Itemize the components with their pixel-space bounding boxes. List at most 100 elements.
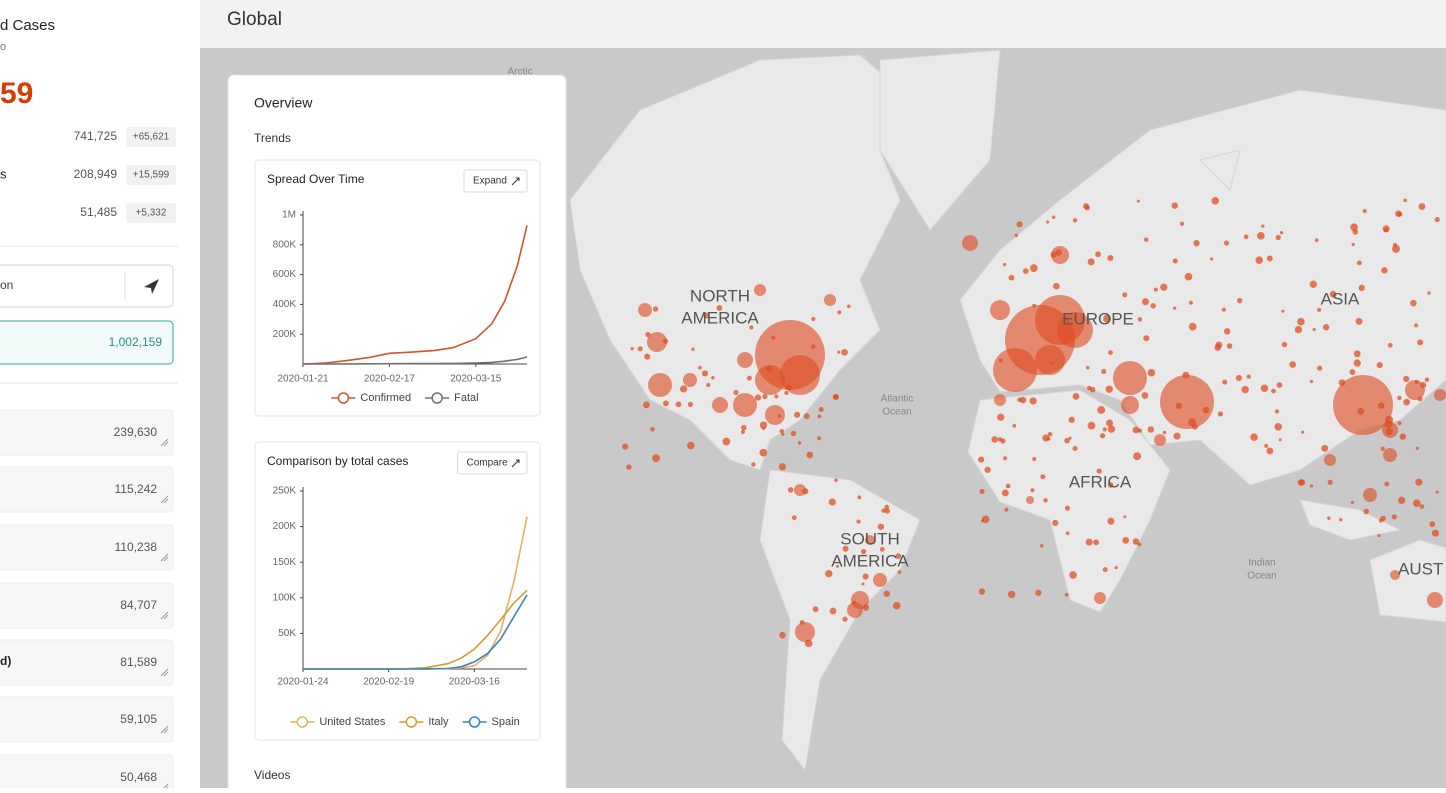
map-dot bbox=[1312, 327, 1316, 332]
map-bubble bbox=[1427, 592, 1443, 608]
map-bubble bbox=[648, 373, 672, 397]
map-dot bbox=[984, 466, 991, 473]
map-dot bbox=[794, 411, 801, 418]
map-dot bbox=[1429, 521, 1436, 528]
chart-button[interactable] bbox=[463, 169, 528, 193]
map-dot bbox=[1236, 297, 1243, 304]
sidebar-total: 59 bbox=[0, 77, 33, 110]
map-dot bbox=[1351, 242, 1355, 247]
map-dot bbox=[1050, 251, 1057, 258]
map-dot bbox=[1114, 566, 1118, 570]
list-item[interactable] bbox=[0, 696, 174, 743]
map-dot bbox=[1211, 196, 1220, 205]
stat-delta: +65,621 bbox=[133, 132, 170, 143]
map-dot bbox=[1403, 375, 1410, 383]
map-dot bbox=[1032, 456, 1037, 462]
stat-value: 208,949 bbox=[74, 167, 118, 181]
map-dot bbox=[1147, 426, 1155, 433]
map-dot bbox=[1143, 237, 1149, 242]
chart-title: Comparison by total cases bbox=[267, 454, 408, 468]
map-dot bbox=[1107, 482, 1114, 488]
map-dot bbox=[751, 462, 756, 467]
map-dot bbox=[645, 331, 651, 338]
map-dot bbox=[1431, 529, 1440, 537]
map-dot bbox=[1317, 365, 1323, 371]
chart-button[interactable] bbox=[457, 451, 528, 475]
map-dot bbox=[1419, 504, 1425, 509]
list-icon bbox=[160, 553, 169, 562]
map-dot bbox=[1417, 396, 1423, 402]
map-dot bbox=[1065, 531, 1070, 536]
map-dot bbox=[1005, 483, 1011, 489]
list-icon bbox=[160, 611, 169, 620]
map-dot bbox=[1246, 374, 1251, 379]
series-line bbox=[303, 594, 528, 670]
map-dot bbox=[1383, 227, 1389, 233]
map-dot bbox=[1417, 339, 1424, 346]
list-item[interactable] bbox=[0, 409, 174, 456]
map-dot bbox=[1380, 515, 1386, 522]
map-dot bbox=[771, 335, 776, 340]
panel-title: Overview bbox=[254, 95, 313, 111]
map-dot bbox=[1279, 230, 1284, 235]
map-dot bbox=[687, 401, 693, 408]
list-value: 59,105 bbox=[120, 712, 157, 726]
search-box[interactable] bbox=[0, 264, 174, 308]
map-dot bbox=[1171, 202, 1179, 209]
map-dot bbox=[1141, 298, 1149, 306]
map-dot bbox=[804, 639, 813, 648]
map-dot bbox=[1003, 456, 1008, 461]
map-dot bbox=[626, 464, 632, 470]
ocean-label: Arctic bbox=[508, 67, 533, 78]
legend-item[interactable]: Spain bbox=[462, 716, 520, 728]
map-dot bbox=[1179, 221, 1185, 226]
map-dot bbox=[860, 548, 867, 555]
y-tick-label: 100K bbox=[273, 592, 297, 603]
map-dot bbox=[852, 600, 857, 605]
locate-icon[interactable] bbox=[144, 279, 159, 294]
selected-item[interactable] bbox=[0, 320, 174, 365]
expand-icon bbox=[511, 177, 520, 186]
legend-item[interactable]: Confirmed bbox=[331, 392, 411, 404]
map-dot bbox=[687, 441, 695, 450]
map-dot bbox=[1415, 478, 1423, 486]
list-item[interactable] bbox=[0, 639, 174, 686]
map-dot bbox=[978, 456, 985, 463]
map-dot bbox=[799, 620, 805, 625]
map-dot bbox=[837, 350, 841, 354]
ocean-label: Ocean bbox=[1247, 571, 1276, 582]
map-dot bbox=[778, 463, 787, 471]
map-dot bbox=[1001, 489, 1009, 497]
charts: Spread Over Time Expand 200K 400K 600K 800K 1M… bbox=[267, 169, 528, 728]
map-dot bbox=[1097, 406, 1106, 414]
map-dot bbox=[1040, 544, 1044, 548]
map-dot bbox=[1132, 538, 1140, 545]
map-dot bbox=[862, 573, 869, 580]
map-bubble bbox=[1390, 570, 1400, 580]
map-dot bbox=[1209, 257, 1214, 261]
map-dot bbox=[1414, 380, 1419, 384]
legend-item[interactable]: Italy bbox=[399, 716, 449, 728]
map-bubbles bbox=[622, 196, 1446, 648]
map-bubble bbox=[647, 332, 667, 352]
chart-button-label: Compare bbox=[467, 458, 509, 469]
map-dot bbox=[1000, 438, 1006, 444]
map-dot bbox=[1322, 324, 1330, 331]
list-item[interactable] bbox=[0, 754, 174, 793]
list-item[interactable] bbox=[0, 582, 174, 629]
map-dot bbox=[698, 365, 702, 370]
header-title: Global bbox=[227, 9, 282, 30]
map-dot bbox=[1004, 507, 1009, 512]
legend-item[interactable]: Fatal bbox=[425, 392, 479, 404]
map-dot bbox=[680, 385, 688, 393]
list-item[interactable] bbox=[0, 524, 174, 571]
map-dot bbox=[1150, 303, 1156, 309]
map-bubble bbox=[733, 393, 757, 417]
legend-item[interactable]: United States bbox=[290, 716, 386, 728]
chart-card bbox=[254, 441, 541, 741]
map-dot bbox=[892, 601, 901, 610]
map-bubble bbox=[765, 405, 785, 425]
country-list: 239,630 115,242 110,238 84,707 81,589 59,105 5… bbox=[0, 409, 174, 793]
list-item[interactable] bbox=[0, 466, 174, 513]
map-dot bbox=[1376, 362, 1383, 369]
